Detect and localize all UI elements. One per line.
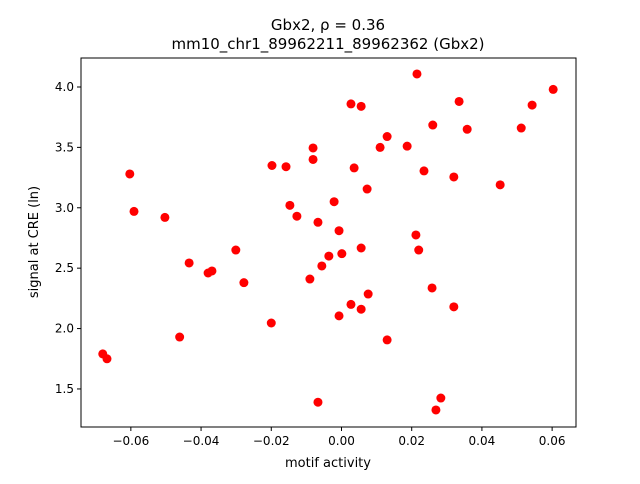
y-tick-label: 3.5 — [55, 140, 74, 154]
data-point — [175, 332, 185, 342]
y-axis-label: signal at CRE (ln) — [27, 186, 42, 298]
data-point — [375, 142, 385, 152]
data-point — [313, 217, 323, 227]
data-point — [411, 230, 421, 240]
y-tick-label: 4.0 — [55, 80, 74, 94]
data-point — [102, 354, 112, 364]
data-point — [516, 123, 526, 133]
data-point — [329, 197, 339, 207]
data-point — [267, 160, 277, 170]
data-point — [356, 304, 366, 314]
data-point — [125, 169, 135, 179]
data-point — [382, 132, 392, 142]
data-point — [308, 154, 318, 164]
data-point — [308, 143, 318, 153]
x-axis-ticks: −0.06 −0.04 −0.02 0.00 0.02 0.04 0.06 — [112, 427, 565, 448]
data-point — [449, 302, 459, 312]
data-point — [419, 166, 429, 176]
data-point — [349, 163, 359, 173]
x-tick-label: 0.04 — [469, 434, 496, 448]
data-point — [324, 251, 334, 261]
data-point — [412, 69, 422, 79]
data-point — [363, 289, 373, 299]
data-point — [449, 172, 459, 182]
data-point — [334, 226, 344, 236]
data-point — [129, 206, 139, 216]
plot-frame — [80, 57, 577, 428]
data-point — [356, 243, 366, 253]
data-point — [231, 245, 241, 255]
data-point — [281, 162, 291, 172]
y-tick-label: 3.0 — [55, 201, 74, 215]
x-tick-label: 0.06 — [539, 434, 566, 448]
data-point — [414, 245, 424, 255]
x-tick-label: 0.00 — [328, 434, 355, 448]
data-point — [239, 278, 249, 288]
data-point — [427, 283, 437, 293]
data-points — [98, 69, 558, 415]
x-tick-label: 0.02 — [398, 434, 425, 448]
chart-title: Gbx2, ρ = 0.36 — [271, 16, 385, 34]
data-point — [337, 249, 347, 259]
x-axis-label: motif activity — [285, 456, 371, 471]
data-point — [527, 100, 537, 110]
data-point — [462, 124, 472, 134]
data-point — [431, 405, 441, 415]
data-point — [362, 184, 372, 194]
y-axis-ticks: 1.5 2.0 2.5 3.0 3.5 4.0 — [55, 80, 81, 396]
data-point — [184, 258, 194, 268]
data-point — [402, 141, 412, 151]
data-point — [313, 397, 323, 407]
data-point — [428, 120, 438, 130]
data-point — [454, 96, 464, 106]
data-point — [382, 335, 392, 345]
data-point — [266, 318, 276, 328]
x-tick-label: −0.02 — [253, 434, 290, 448]
data-point — [495, 180, 505, 190]
data-point — [346, 99, 356, 109]
chart-subtitle: mm10_chr1_89962211_89962362 (Gbx2) — [171, 35, 484, 54]
y-tick-label: 2.5 — [55, 261, 74, 275]
data-point — [160, 212, 170, 222]
data-point — [317, 261, 327, 271]
y-tick-label: 1.5 — [55, 382, 74, 396]
data-point — [346, 299, 356, 309]
x-tick-label: −0.06 — [112, 434, 149, 448]
data-point — [305, 274, 315, 284]
data-point — [334, 311, 344, 321]
data-point — [436, 393, 446, 403]
data-point — [292, 211, 302, 221]
data-point — [203, 268, 213, 278]
y-tick-label: 2.0 — [55, 322, 74, 336]
data-point — [548, 84, 558, 94]
data-point — [356, 101, 366, 111]
data-point — [285, 200, 295, 210]
x-tick-label: −0.04 — [183, 434, 220, 448]
